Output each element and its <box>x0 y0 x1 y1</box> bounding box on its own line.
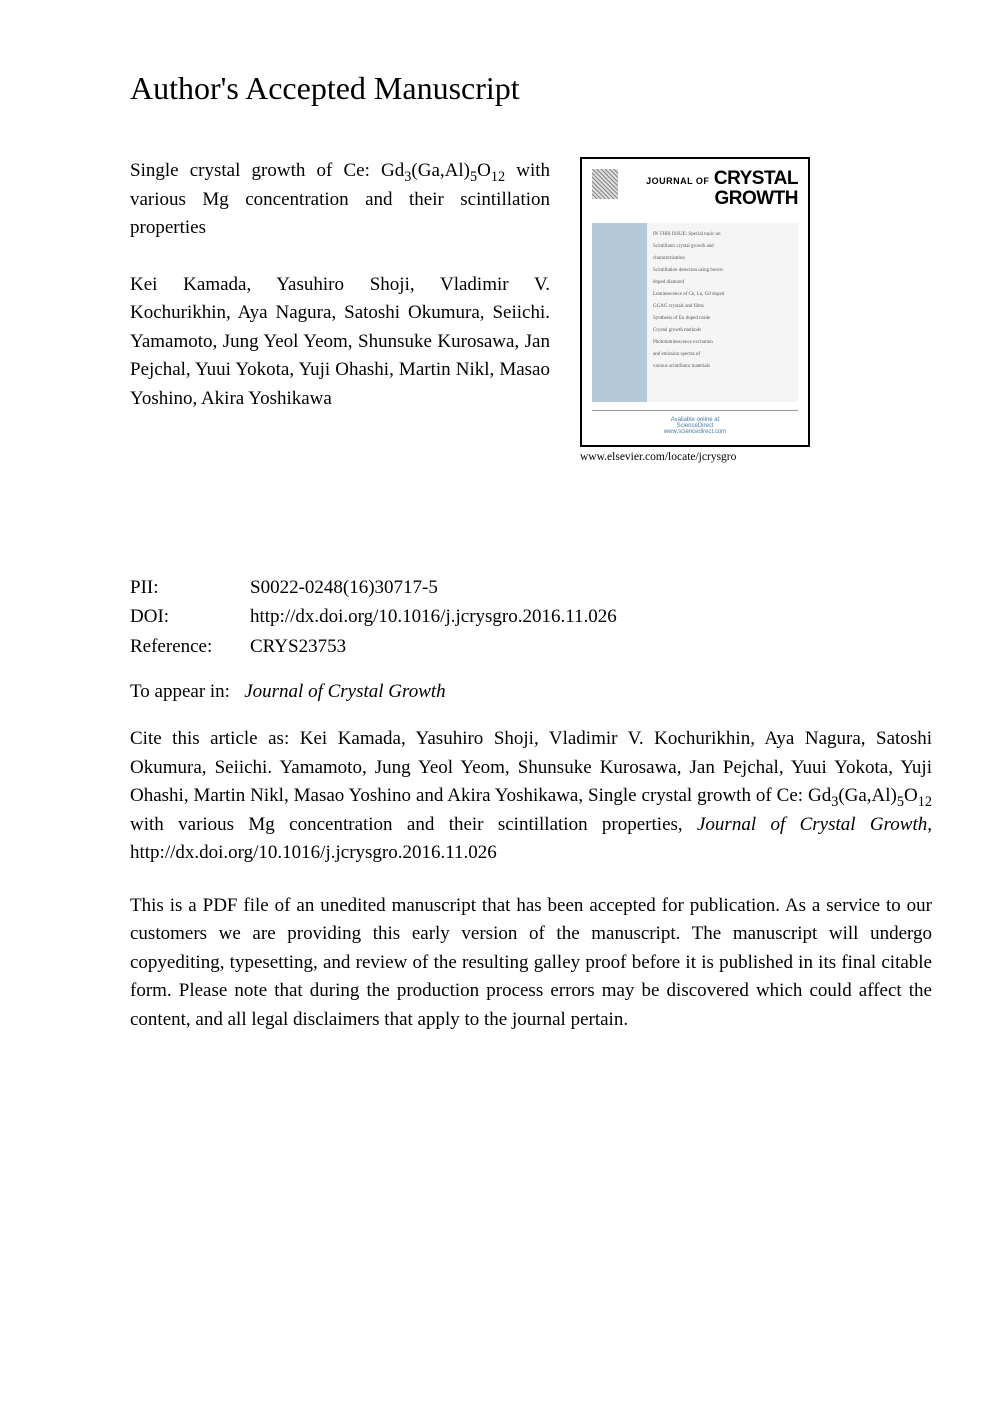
authors-list: Kei Kamada, Yasuhiro Shoji, Vladimir V. … <box>130 271 550 414</box>
appear-in: To appear in: Journal of Crystal Growth <box>130 681 932 703</box>
cover-journal-name-2: GROWTH <box>714 188 798 209</box>
cover-body-line: Crystal growth methods <box>653 327 792 335</box>
cover-body-line: and emission spectra of <box>653 351 792 359</box>
cover-journal-name-1: CRYSTAL <box>714 168 798 189</box>
cover-body-line: IN THIS ISSUE: Special topic on <box>653 231 792 239</box>
appear-in-journal: Journal of Crystal Growth <box>244 681 445 702</box>
article-info-column: Single crystal growth of Ce: Gd3(Ga,Al)5… <box>130 157 550 463</box>
reference-label: Reference: <box>130 632 250 661</box>
meta-row-reference: Reference: CRYS23753 <box>130 632 932 661</box>
cover-body-line: Photoluminescence excitation <box>653 339 792 347</box>
cover-body-left-panel <box>592 223 647 402</box>
article-title: Single crystal growth of Ce: Gd3(Ga,Al)5… <box>130 157 550 243</box>
reference-value: CRYS23753 <box>250 632 932 661</box>
cover-body-line: Luminescence of Ce, Lu, Gd doped <box>653 291 792 299</box>
cover-body-line: Scintillation detection using boron- <box>653 267 792 275</box>
elsevier-logo-icon <box>592 169 618 199</box>
disclaimer-text: This is a PDF file of an unedited manusc… <box>130 892 932 1035</box>
cover-footer-line3: www.sciencedirect.com <box>592 429 798 435</box>
cover-header: JOURNAL OF CRYSTAL GROWTH <box>592 169 798 217</box>
cover-body-line: Scintillator crystal growth and <box>653 243 792 251</box>
cover-journal-of: JOURNAL OF <box>646 176 709 186</box>
cover-footer: Available online at ScienceDirect www.sc… <box>592 410 798 435</box>
cover-body-line: various scintillator materials <box>653 363 792 371</box>
journal-cover: JOURNAL OF CRYSTAL GROWTH IN THIS ISSUE:… <box>580 157 810 447</box>
meta-row-doi: DOI: http://dx.doi.org/10.1016/j.jcrysgr… <box>130 602 932 631</box>
doi-value[interactable]: http://dx.doi.org/10.1016/j.jcrysgro.201… <box>250 602 932 631</box>
cover-body: IN THIS ISSUE: Special topic on Scintilla… <box>592 223 798 402</box>
cover-caption-link[interactable]: www.elsevier.com/locate/jcrysgro <box>580 451 810 463</box>
page-title: Author's Accepted Manuscript <box>130 70 932 107</box>
cover-body-line: GGAG crystals and films <box>653 303 792 311</box>
meta-row-pii: PII: S0022-0248(16)30717-5 <box>130 573 932 602</box>
top-section: Single crystal growth of Ce: Gd3(Ga,Al)5… <box>130 157 932 463</box>
citation-text: Cite this article as: Kei Kamada, Yasuhi… <box>130 725 932 868</box>
cover-body-line: characterization <box>653 255 792 263</box>
cover-body-right-panel: IN THIS ISSUE: Special topic on Scintilla… <box>647 223 798 402</box>
pii-value: S0022-0248(16)30717-5 <box>250 573 932 602</box>
doi-label: DOI: <box>130 602 250 631</box>
cover-journal-title: JOURNAL OF CRYSTAL GROWTH <box>626 169 798 209</box>
pii-label: PII: <box>130 573 250 602</box>
cover-body-line: Synthesis of Eu doped oxide <box>653 315 792 323</box>
appear-in-label: To appear in: <box>130 681 230 702</box>
cover-body-line: doped diamond <box>653 279 792 287</box>
meta-block: PII: S0022-0248(16)30717-5 DOI: http://d… <box>130 573 932 661</box>
journal-cover-container: JOURNAL OF CRYSTAL GROWTH IN THIS ISSUE:… <box>580 157 810 463</box>
